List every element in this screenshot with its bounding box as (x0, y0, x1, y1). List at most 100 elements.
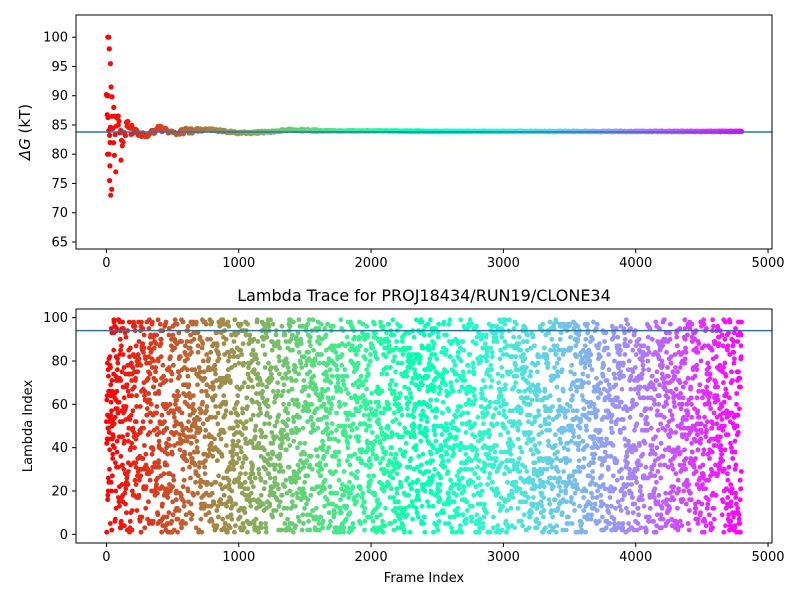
bottom-data-point (236, 360, 242, 366)
bottom-data-point (291, 438, 297, 444)
bottom-data-point (305, 473, 311, 479)
bottom-data-point (611, 516, 617, 522)
bottom-data-point (378, 319, 383, 325)
bottom-data-point (162, 419, 167, 425)
bottom-data-point (270, 514, 275, 520)
bottom-data-point (261, 501, 266, 507)
bottom-data-point (448, 434, 454, 440)
bottom-data-point (570, 408, 576, 414)
bottom-data-point (381, 488, 387, 494)
bottom-data-point (149, 451, 155, 457)
bottom-data-point (148, 419, 153, 425)
bottom-data-point (184, 458, 190, 464)
bottom-data-point (434, 523, 439, 529)
bottom-data-point (264, 410, 270, 416)
bottom-data-point (470, 503, 475, 509)
bottom-data-point (268, 365, 274, 370)
bottom-data-point (244, 395, 250, 401)
bottom-data-point (446, 321, 452, 327)
bottom-data-point (625, 343, 631, 349)
bottom-data-point (364, 367, 370, 373)
bottom-data-point (513, 479, 519, 485)
bottom-data-point (335, 380, 341, 386)
bottom-data-point (484, 510, 489, 516)
bottom-data-point (204, 404, 210, 409)
bottom-data-point (329, 401, 334, 407)
bottom-data-point (538, 423, 543, 429)
bottom-data-point (451, 451, 457, 457)
bottom-data-point (438, 475, 444, 481)
bottom-data-point (559, 367, 565, 373)
bottom-data-point (633, 365, 638, 370)
bottom-data-point (568, 345, 574, 351)
bottom-data-point (333, 349, 339, 355)
bottom-data-point (276, 469, 282, 474)
bottom-data-point (573, 469, 578, 474)
bottom-data-point (214, 330, 220, 336)
bottom-data-point (547, 427, 553, 433)
bottom-data-point (269, 347, 275, 353)
bottom-data-point (257, 378, 263, 383)
bottom-data-point (616, 343, 622, 349)
bottom-data-point (513, 362, 518, 368)
bottom-data-point (416, 453, 422, 459)
bottom-data-point (440, 371, 446, 377)
bottom-data-point (365, 371, 371, 377)
bottom-data-point (238, 321, 244, 327)
bottom-data-point (355, 492, 361, 498)
bottom-data-point (439, 445, 444, 451)
bottom-data-point (166, 326, 172, 331)
bottom-data-point (388, 451, 394, 457)
bottom-data-point (108, 399, 114, 405)
bottom-data-point (437, 488, 443, 494)
bottom-data-point (289, 386, 295, 392)
bottom-data-point (354, 499, 359, 505)
bottom-data-point (170, 484, 176, 490)
bottom-data-point (355, 347, 361, 353)
bottom-data-point (300, 425, 306, 431)
bottom-data-point (336, 462, 342, 468)
bottom-data-point (228, 380, 233, 386)
bottom-data-point (127, 417, 133, 422)
bottom-data-point (358, 486, 363, 492)
bottom-data-point (192, 462, 198, 468)
bottom-data-point (275, 380, 281, 386)
bottom-data-point (117, 503, 122, 509)
bottom-data-point (431, 445, 436, 451)
bottom-data-point (646, 514, 652, 520)
bottom-data-point (387, 406, 392, 412)
bottom-data-point (161, 471, 167, 477)
bottom-data-point (254, 317, 260, 323)
bottom-data-point (188, 440, 194, 446)
bottom-data-point (494, 443, 499, 448)
bottom-data-point (579, 393, 585, 399)
bottom-data-point (556, 356, 562, 362)
bottom-data-point (208, 349, 214, 355)
bottom-data-point (624, 453, 630, 459)
bottom-data-point (613, 382, 619, 388)
bottom-data-point (569, 521, 575, 526)
bottom-data-point (125, 482, 131, 487)
bottom-data-point (322, 486, 327, 492)
bottom-data-point (553, 529, 559, 535)
bottom-data-point (411, 414, 417, 420)
bottom-data-point (286, 401, 292, 407)
bottom-data-point (225, 319, 231, 325)
bottom-data-point (591, 434, 597, 440)
bottom-data-point (627, 414, 633, 420)
bottom-data-point (535, 449, 541, 455)
bottom-data-point (274, 367, 279, 373)
bottom-data-point (193, 319, 199, 325)
bottom-data-point (546, 414, 552, 420)
bottom-data-point (245, 321, 251, 327)
bottom-data-point (304, 458, 309, 464)
bottom-data-point (216, 352, 221, 357)
bottom-data-point (435, 334, 441, 340)
bottom-data-point (243, 456, 249, 461)
bottom-data-point (214, 343, 220, 349)
bottom-data-point (273, 332, 279, 338)
bottom-data-point (223, 336, 229, 342)
bottom-data-point (188, 427, 194, 433)
bottom-data-point (407, 345, 413, 351)
bottom-data-point (610, 443, 616, 448)
